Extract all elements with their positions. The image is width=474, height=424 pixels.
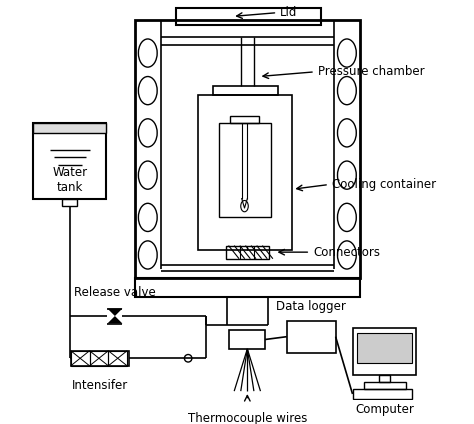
Ellipse shape — [138, 76, 157, 105]
Circle shape — [184, 354, 192, 362]
Bar — [62, 198, 77, 206]
Bar — [353, 389, 412, 399]
Ellipse shape — [337, 204, 356, 232]
Bar — [71, 351, 90, 366]
Ellipse shape — [138, 161, 157, 189]
Bar — [90, 351, 109, 366]
Text: Connectors: Connectors — [313, 245, 380, 259]
Ellipse shape — [337, 241, 356, 269]
Text: Release valve: Release valve — [74, 286, 156, 299]
Ellipse shape — [337, 39, 356, 67]
Text: Intensifer: Intensifer — [72, 379, 128, 392]
Bar — [229, 330, 265, 349]
Bar — [199, 95, 292, 250]
Bar — [230, 116, 259, 123]
Text: Computer: Computer — [355, 403, 414, 416]
Ellipse shape — [337, 76, 356, 105]
Bar — [353, 328, 416, 375]
Bar — [364, 382, 406, 389]
Text: Thermocouple wires: Thermocouple wires — [188, 412, 307, 424]
Bar — [379, 375, 390, 382]
Bar — [135, 20, 360, 279]
Bar — [287, 321, 336, 353]
Bar — [33, 123, 107, 198]
Bar — [109, 351, 127, 366]
Polygon shape — [108, 309, 122, 316]
Bar — [71, 351, 129, 366]
Ellipse shape — [337, 161, 356, 189]
Bar — [226, 245, 269, 259]
Bar — [212, 86, 278, 95]
Bar — [33, 123, 107, 133]
Ellipse shape — [337, 119, 356, 147]
Ellipse shape — [138, 241, 157, 269]
Ellipse shape — [138, 204, 157, 232]
Bar — [219, 123, 271, 218]
Bar — [135, 279, 360, 297]
Ellipse shape — [241, 201, 248, 212]
Text: Cooling container: Cooling container — [332, 178, 436, 191]
Bar — [357, 333, 412, 363]
Text: Data logger: Data logger — [276, 300, 346, 313]
Ellipse shape — [138, 119, 157, 147]
Text: Water
tank: Water tank — [52, 166, 87, 194]
Polygon shape — [108, 316, 122, 324]
Ellipse shape — [138, 39, 157, 67]
Bar — [176, 8, 320, 25]
Text: Lid: Lid — [280, 6, 298, 19]
Text: Pressure chamber: Pressure chamber — [318, 65, 424, 78]
